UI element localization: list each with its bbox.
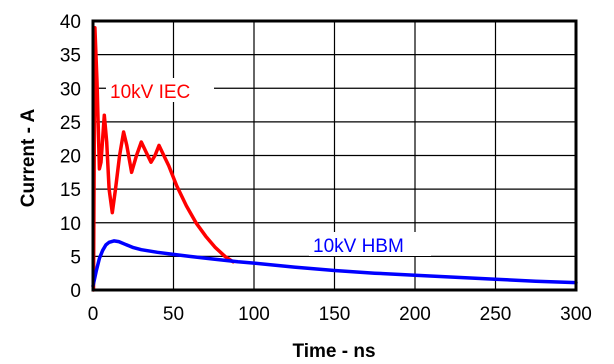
y-tick-label: 35: [60, 46, 81, 67]
series-label-hbm: 10kV HBM: [313, 236, 404, 257]
x-tick-label: 200: [399, 304, 431, 325]
y-tick-label: 15: [60, 180, 81, 201]
x-tick-label: 150: [319, 304, 351, 325]
y-axis-label: Current - A: [18, 108, 39, 207]
y-tick-label: 20: [60, 147, 81, 168]
x-tick-label: 0: [88, 304, 99, 325]
y-tick-label: 30: [60, 79, 81, 100]
x-tick-label: 100: [238, 304, 270, 325]
y-tick-labels: 0 5 10 15 20 25 30 35 40: [60, 12, 81, 302]
hbm-label-background: [309, 232, 431, 256]
x-axis-label: Time - ns: [292, 341, 375, 362]
y-tick-label: 0: [70, 281, 81, 302]
series-line-hbm: [91, 239, 578, 288]
x-tick-labels: 0 50 100 150 200 250 300: [88, 304, 592, 325]
x-tick-label: 250: [480, 304, 512, 325]
grid: [92, 20, 577, 291]
x-tick-label: 50: [163, 304, 184, 325]
series-lines: [91, 25, 578, 292]
x-tick-label: 300: [560, 304, 592, 325]
series-label-iec: 10kV IEC: [110, 82, 190, 103]
y-tick-label: 10: [60, 214, 81, 235]
y-tick-label: 40: [60, 12, 81, 33]
iec-label-background: [106, 78, 214, 102]
y-tick-label: 25: [60, 113, 81, 134]
series-line-iec: [91, 25, 235, 292]
y-tick-label: 5: [70, 247, 81, 268]
plot-frame: [91, 19, 578, 292]
